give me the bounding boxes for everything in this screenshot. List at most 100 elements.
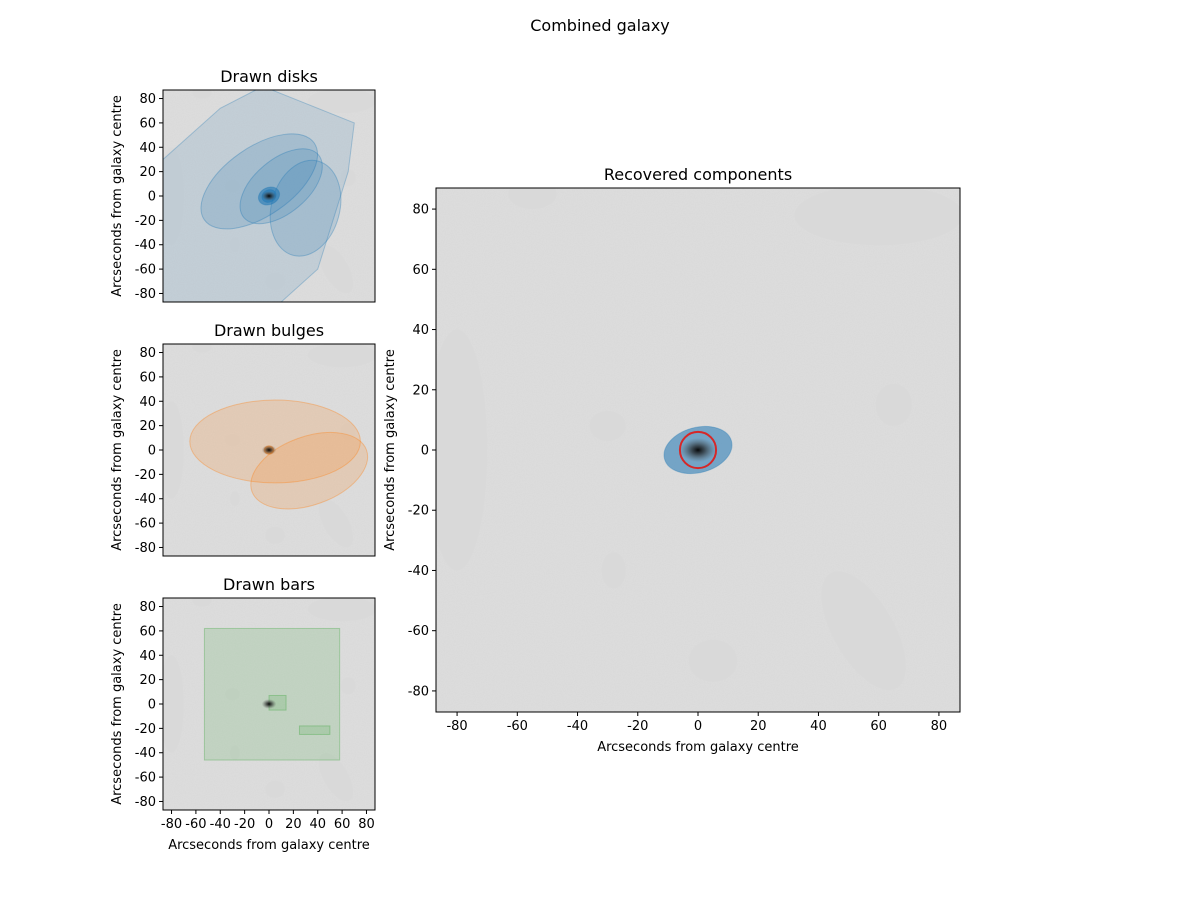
masked-region xyxy=(225,180,240,193)
x-tick-label: 20 xyxy=(750,719,767,734)
component-ellipse xyxy=(250,431,369,510)
masked-region xyxy=(163,147,184,245)
y-tick-label: 40 xyxy=(139,141,156,156)
y-tick-label: -80 xyxy=(135,541,156,556)
y-tick-label: -20 xyxy=(135,468,156,483)
x-tick-label: -20 xyxy=(627,719,648,734)
x-axis-title: Arcseconds from galaxy centre xyxy=(168,838,370,853)
y-tick-label: -40 xyxy=(135,746,156,761)
masked-region xyxy=(307,344,375,368)
y-tick-label: -60 xyxy=(135,517,156,532)
y-tick-label: -20 xyxy=(135,722,156,737)
masked-region xyxy=(688,639,738,682)
masked-region xyxy=(265,526,285,544)
x-tick-label: 40 xyxy=(810,719,827,734)
x-tick-label: -60 xyxy=(507,719,528,734)
masked-region xyxy=(340,677,356,695)
y-axis-title: Arcseconds from galaxy centre xyxy=(110,95,125,297)
y-tick-label: 80 xyxy=(412,203,429,218)
panel-recovered: Recovered components 80 60 40 20 0 -20 -40 -60 -8… xyxy=(383,165,961,755)
galaxy-core xyxy=(679,437,717,463)
y-tick-label: -60 xyxy=(135,263,156,278)
panel-title: Drawn disks xyxy=(220,67,318,86)
x-tick-label: -40 xyxy=(567,719,588,734)
panel-title: Drawn bars xyxy=(223,575,315,594)
y-tick-label: 60 xyxy=(139,624,156,639)
masked-region xyxy=(307,90,375,114)
masked-region xyxy=(163,401,184,499)
panels: Drawn disks806040200-20-40-60-80Arcsecon… xyxy=(110,67,961,853)
y-tick-label: 40 xyxy=(412,323,429,338)
masked-region xyxy=(589,410,626,441)
y-tick-label: 20 xyxy=(139,673,156,688)
y-tick-label: 40 xyxy=(139,649,156,664)
y-tick-label: 20 xyxy=(412,383,429,398)
x-tick-label: 80 xyxy=(358,817,375,832)
component-ellipse xyxy=(239,148,323,225)
y-tick-label: -40 xyxy=(408,564,429,579)
y-tick-label: -60 xyxy=(135,771,156,786)
masked-region xyxy=(192,90,212,99)
x-tick-label: 0 xyxy=(265,817,273,832)
y-tick-label: 60 xyxy=(412,263,429,278)
y-tick-label: -80 xyxy=(135,795,156,810)
y-tick-label: 20 xyxy=(139,419,156,434)
image-area xyxy=(163,598,375,810)
image-area xyxy=(163,344,375,556)
masked-region xyxy=(794,188,960,246)
component-ellipse xyxy=(189,399,361,484)
x-tick-label: 60 xyxy=(334,817,351,832)
x-tick-label: 40 xyxy=(309,817,326,832)
masked-region xyxy=(340,169,356,187)
y-tick-label: 0 xyxy=(148,190,156,205)
masked-region xyxy=(318,245,354,294)
x-tick-label: -60 xyxy=(185,817,206,832)
x-tick-label: 20 xyxy=(285,817,302,832)
masked-region xyxy=(601,552,626,589)
y-tick-label: -20 xyxy=(408,504,429,519)
y-tick-label: 60 xyxy=(139,116,156,131)
masked-region xyxy=(875,383,912,426)
x-tick-label: -20 xyxy=(234,817,255,832)
y-tick-label: -40 xyxy=(135,492,156,507)
y-tick-label: -20 xyxy=(135,214,156,229)
figure-title: Combined galaxy xyxy=(530,16,670,35)
component-rect xyxy=(298,725,331,735)
masked-region xyxy=(230,491,240,507)
galaxy-core xyxy=(261,699,277,709)
y-axis-title: Arcseconds from galaxy centre xyxy=(110,603,125,805)
masked-region xyxy=(163,655,184,753)
component-rect xyxy=(203,627,341,761)
component-ellipse xyxy=(200,133,319,230)
masked-region xyxy=(318,753,354,802)
y-tick-label: 80 xyxy=(139,346,156,361)
masked-region xyxy=(340,423,356,441)
x-tick-label: 60 xyxy=(870,719,887,734)
masked-region xyxy=(318,499,354,548)
y-axis-title: Arcseconds from galaxy centre xyxy=(383,349,398,551)
image-area xyxy=(436,188,960,712)
panel-bulges: Drawn bulges 80 60 40 20 0 -20 -40 -60 -80 Arcseco… xyxy=(110,321,376,557)
x-axis-title: Arcseconds from galaxy centre xyxy=(597,740,799,755)
x-tick-label: -80 xyxy=(161,817,182,832)
masked-region xyxy=(436,329,488,571)
masked-region xyxy=(230,745,240,761)
panel-disks: Drawn disks 80 60 40 20 0 -20 -40 -60 -80 Arcsecon… xyxy=(110,67,376,303)
y-tick-label: 0 xyxy=(148,444,156,459)
y-tick-label: -60 xyxy=(408,624,429,639)
masked-region xyxy=(821,571,906,691)
masked-region xyxy=(225,688,240,701)
y-tick-label: 80 xyxy=(139,600,156,615)
y-axis-title: Arcseconds from galaxy centre xyxy=(110,349,125,551)
y-tick-label: 40 xyxy=(139,395,156,410)
masked-region xyxy=(508,188,557,210)
y-tick-label: 80 xyxy=(139,92,156,107)
recovered-bulge-circle xyxy=(678,430,718,470)
masked-region xyxy=(265,272,285,290)
x-tick-label: -40 xyxy=(210,817,231,832)
masked-region xyxy=(230,237,240,253)
masked-region xyxy=(307,598,375,622)
galaxy-core xyxy=(261,191,277,201)
